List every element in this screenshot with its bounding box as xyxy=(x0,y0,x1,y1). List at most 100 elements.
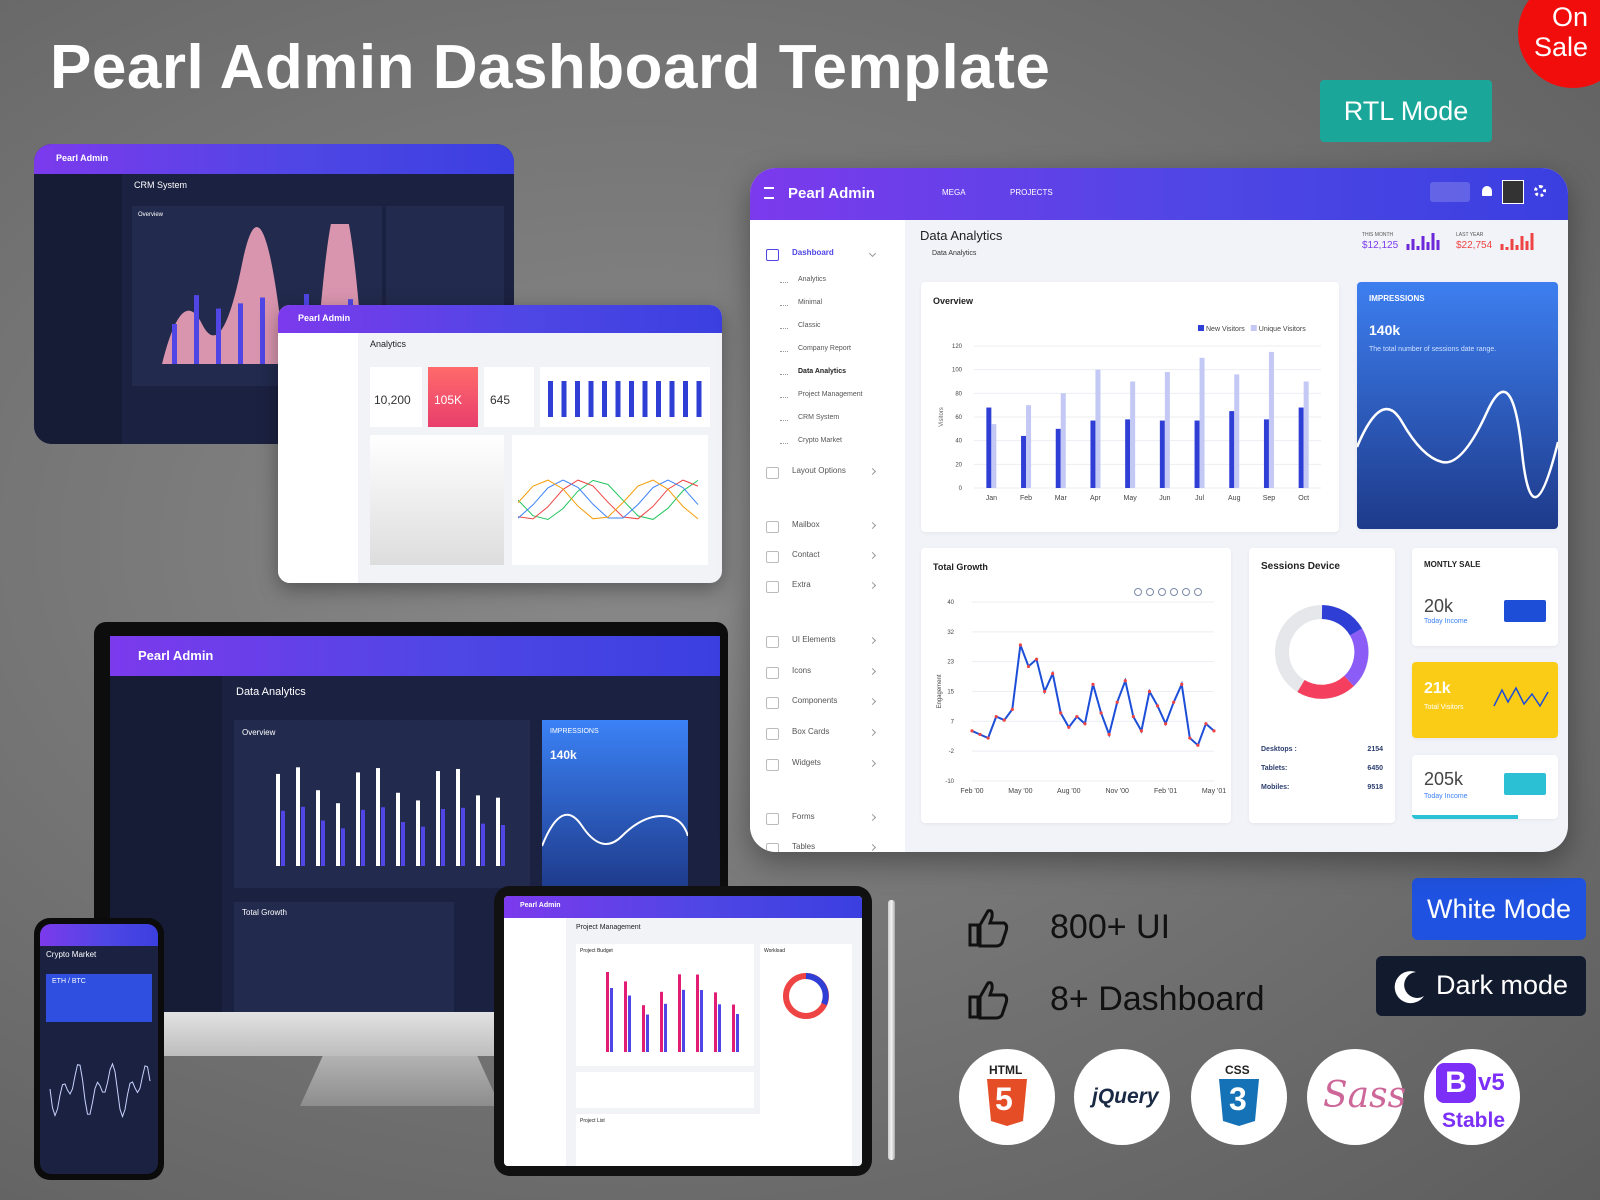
dark-mode-button[interactable]: Dark mode xyxy=(1376,956,1586,1016)
deco-bar xyxy=(260,297,265,364)
bell-icon[interactable] xyxy=(1482,186,1492,196)
deco-bar xyxy=(602,381,607,417)
nav-item[interactable]: Minimal xyxy=(798,299,823,306)
deco-bar xyxy=(696,381,702,417)
x-tick-label: Nov '00 xyxy=(1105,788,1129,795)
sale-text: On xyxy=(1551,2,1589,32)
thumb xyxy=(968,981,1009,1020)
white-mode-button[interactable]: White Mode xyxy=(1412,878,1586,940)
html-shield xyxy=(987,1079,1027,1126)
nav-item[interactable]: Components xyxy=(792,696,838,705)
sale-text: Sale xyxy=(1534,32,1589,62)
point xyxy=(1002,718,1006,722)
nav-item[interactable]: Analytics xyxy=(798,276,827,283)
device-card-title: Project Budget xyxy=(580,948,613,954)
deco-bar xyxy=(646,1014,649,1052)
legend-value: 6450 xyxy=(1367,765,1383,772)
nav-item[interactable]: Contact xyxy=(792,550,820,559)
stat-sparkbars xyxy=(1500,233,1534,250)
point xyxy=(1010,707,1014,711)
deco-bar xyxy=(172,324,177,364)
deco-bar xyxy=(238,303,243,364)
device-card-title: Total Growth xyxy=(242,908,287,917)
x-tick-label: Jun xyxy=(1159,495,1170,502)
logo-version: v5 xyxy=(1478,1069,1505,1096)
nav-item[interactable]: Tables xyxy=(792,842,816,851)
thumb-icon xyxy=(968,909,1009,948)
nav-mega[interactable]: MEGA xyxy=(942,188,966,197)
bar xyxy=(1125,419,1131,488)
bar xyxy=(1298,407,1304,488)
deco-bar xyxy=(700,990,703,1052)
bootstrap-logo: B v5 Stable xyxy=(1424,1049,1520,1145)
up-button[interactable] xyxy=(1504,773,1546,795)
chart-title: Overview xyxy=(933,296,974,306)
settings-icon[interactable] xyxy=(1534,185,1546,197)
point xyxy=(1155,704,1160,708)
nav-item[interactable]: Data Analytics xyxy=(798,368,846,375)
avatar[interactable] xyxy=(1502,180,1524,204)
stat-card xyxy=(484,367,534,427)
nav-item[interactable]: Project Management xyxy=(798,391,863,398)
bar xyxy=(986,407,992,488)
y-tick-label: -2 xyxy=(949,749,955,755)
nav-chevron xyxy=(868,813,877,822)
deco-bar xyxy=(696,974,699,1052)
deco-bar xyxy=(678,974,681,1052)
y-tick-label: 40 xyxy=(947,600,954,606)
deco-bar xyxy=(461,807,465,866)
y-tick-label: 32 xyxy=(947,630,954,636)
deco-bar xyxy=(276,773,280,866)
css3-logo: CSS 3 xyxy=(1191,1049,1287,1145)
deco-bar xyxy=(356,772,360,866)
device-chart xyxy=(276,767,505,866)
deco-bar xyxy=(714,992,717,1052)
down-button[interactable] xyxy=(1504,600,1546,622)
nav-item[interactable]: CRM System xyxy=(798,414,840,421)
device-card-title: Workload xyxy=(764,948,786,954)
nav-item[interactable]: Layout Options xyxy=(792,466,846,475)
nav-item[interactable]: Company Report xyxy=(798,345,851,352)
point xyxy=(1034,657,1039,661)
nav-item[interactable]: Icons xyxy=(792,666,812,675)
device-donut xyxy=(783,973,829,1019)
bar xyxy=(1268,351,1274,488)
nav-item[interactable]: UI Elements xyxy=(792,635,836,644)
analytics-device: Pearl Admin Analytics 10,200 105K 645 xyxy=(278,305,722,583)
bar xyxy=(1199,357,1205,488)
nav-item[interactable]: Mailbox xyxy=(792,520,820,529)
impressions-card: IMPRESSIONS 140k The total number of ses… xyxy=(1357,282,1558,529)
logo-label: jQuery xyxy=(1092,1085,1159,1108)
point xyxy=(1123,679,1127,683)
device-card-title: Overview xyxy=(242,728,276,737)
deco-bar xyxy=(481,823,485,866)
nav-item[interactable]: Forms xyxy=(792,812,815,821)
nav-item[interactable]: Dashboard xyxy=(792,248,834,257)
point xyxy=(1075,714,1079,719)
bar xyxy=(1159,420,1165,488)
main-dashboard: Pearl Admin MEGA PROJECTS Dashboard Analy… xyxy=(750,168,1568,852)
nav-item[interactable]: Extra xyxy=(792,580,811,589)
nav-bullet xyxy=(780,443,788,444)
bar xyxy=(1026,405,1032,488)
deco-line xyxy=(518,479,699,521)
y-tick-label: 15 xyxy=(947,690,954,696)
nav-item[interactable]: Crypto Market xyxy=(798,437,842,444)
x-tick-label: Jul xyxy=(1195,495,1204,502)
nav-icon xyxy=(766,697,779,709)
nav-icon xyxy=(766,467,779,479)
stat-value: 10,200 xyxy=(374,393,411,407)
nav-item[interactable]: Widgets xyxy=(792,758,821,767)
search-box[interactable] xyxy=(1430,182,1470,202)
menu-toggle[interactable] xyxy=(764,187,774,199)
x-tick-label: May '01 xyxy=(1202,788,1226,795)
rtl-mode-button[interactable]: RTL Mode xyxy=(1320,80,1492,142)
shield xyxy=(987,1079,1027,1126)
x-tick-label: May xyxy=(1124,495,1138,502)
stat-value: 105K xyxy=(434,393,463,407)
nav-chevron xyxy=(868,581,877,590)
nav-projects[interactable]: PROJECTS xyxy=(1010,188,1053,197)
point xyxy=(1107,732,1111,737)
nav-item[interactable]: Classic xyxy=(798,322,821,329)
nav-item[interactable]: Box Cards xyxy=(792,727,830,736)
